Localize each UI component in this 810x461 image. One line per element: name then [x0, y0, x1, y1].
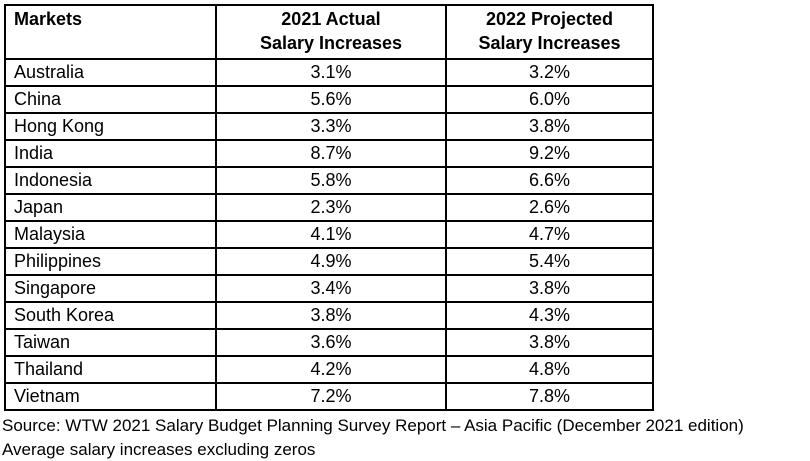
projected-2022-cell: 9.2%: [445, 139, 654, 168]
projected-2022-cell: 3.8%: [445, 274, 654, 303]
actual-2021-cell: 4.9%: [215, 247, 447, 276]
actual-2021-cell: 3.8%: [215, 301, 447, 330]
projected-2022-cell: 4.3%: [445, 301, 654, 330]
column-header-2021-line1: 2021 Actual: [281, 9, 381, 29]
table-row: Japan 2.3% 2.6%: [4, 193, 654, 222]
actual-2021-cell: 3.6%: [215, 328, 447, 357]
column-header-2022-line1: 2022 Projected: [485, 9, 614, 29]
table-row: Thailand 4.2% 4.8%: [4, 355, 654, 384]
table-row: Vietnam 7.2% 7.8%: [4, 382, 654, 411]
actual-2021-cell: 2.3%: [215, 193, 447, 222]
table-row: Indonesia 5.8% 6.6%: [4, 166, 654, 195]
projected-2022-cell: 4.7%: [445, 220, 654, 249]
table-row: Malaysia 4.1% 4.7%: [4, 220, 654, 249]
column-header-markets-label: Markets: [14, 9, 83, 29]
footer-notes: Source: WTW 2021 Salary Budget Planning …: [2, 414, 810, 461]
projected-2022-cell: 6.6%: [445, 166, 654, 195]
market-cell: Hong Kong: [4, 112, 217, 141]
table-row: Singapore 3.4% 3.8%: [4, 274, 654, 303]
projected-2022-cell: 7.8%: [445, 382, 654, 411]
market-cell: China: [4, 85, 217, 114]
table-row: Philippines 4.9% 5.4%: [4, 247, 654, 276]
projected-2022-cell: 5.4%: [445, 247, 654, 276]
projected-2022-cell: 4.8%: [445, 355, 654, 384]
salary-increases-table: Markets 2021 Actual Salary Increases 202…: [4, 4, 654, 411]
actual-2021-cell: 4.2%: [215, 355, 447, 384]
actual-2021-cell: 7.2%: [215, 382, 447, 411]
market-cell: Indonesia: [4, 166, 217, 195]
source-note: Source: WTW 2021 Salary Budget Planning …: [2, 416, 744, 435]
market-cell: Philippines: [4, 247, 217, 276]
market-cell: Vietnam: [4, 382, 217, 411]
average-note: Average salary increases excluding zeros: [2, 440, 316, 459]
projected-2022-cell: 3.8%: [445, 328, 654, 357]
projected-2022-cell: 2.6%: [445, 193, 654, 222]
column-header-2021-actual: 2021 Actual Salary Increases: [215, 4, 447, 60]
market-cell: Taiwan: [4, 328, 217, 357]
actual-2021-cell: 3.4%: [215, 274, 447, 303]
column-header-2022-line2: Salary Increases: [478, 33, 621, 53]
market-cell: India: [4, 139, 217, 168]
projected-2022-cell: 6.0%: [445, 85, 654, 114]
actual-2021-cell: 5.8%: [215, 166, 447, 195]
column-header-2022-projected: 2022 Projected Salary Increases: [445, 4, 654, 60]
projected-2022-cell: 3.2%: [445, 58, 654, 87]
table-row: South Korea 3.8% 4.3%: [4, 301, 654, 330]
market-cell: Singapore: [4, 274, 217, 303]
table-row: Hong Kong 3.3% 3.8%: [4, 112, 654, 141]
market-cell: Thailand: [4, 355, 217, 384]
market-cell: South Korea: [4, 301, 217, 330]
table-row: China 5.6% 6.0%: [4, 85, 654, 114]
column-header-2021-line2: Salary Increases: [259, 33, 403, 53]
table-row: Taiwan 3.6% 3.8%: [4, 328, 654, 357]
actual-2021-cell: 3.3%: [215, 112, 447, 141]
table-row: India 8.7% 9.2%: [4, 139, 654, 168]
market-cell: Malaysia: [4, 220, 217, 249]
projected-2022-cell: 3.8%: [445, 112, 654, 141]
actual-2021-cell: 5.6%: [215, 85, 447, 114]
column-header-markets: Markets: [4, 4, 217, 60]
table-row: Australia 3.1% 3.2%: [4, 58, 654, 87]
actual-2021-cell: 8.7%: [215, 139, 447, 168]
actual-2021-cell: 4.1%: [215, 220, 447, 249]
header-row: Markets 2021 Actual Salary Increases 202…: [4, 4, 654, 60]
market-cell: Australia: [4, 58, 217, 87]
market-cell: Japan: [4, 193, 217, 222]
actual-2021-cell: 3.1%: [215, 58, 447, 87]
